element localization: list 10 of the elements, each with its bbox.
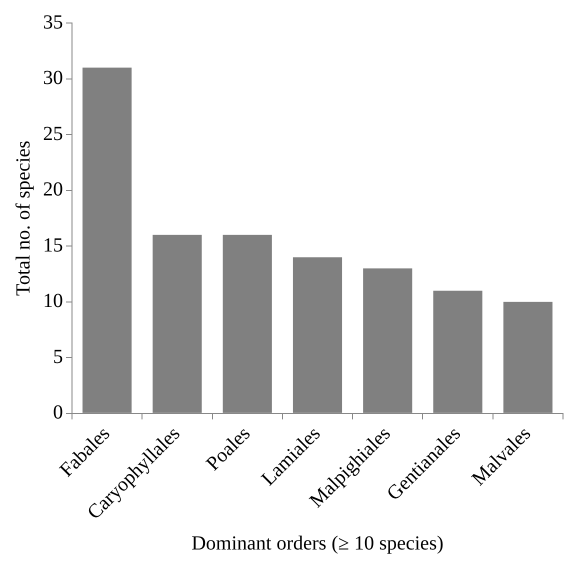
x-axis-title: Dominant orders (≥ 10 species) xyxy=(191,532,444,554)
y-axis-title: Total no. of species xyxy=(12,140,34,296)
y-tick-label: 10 xyxy=(43,290,63,312)
y-tick-label: 5 xyxy=(53,346,63,368)
y-tick-label: 30 xyxy=(43,67,63,90)
y-tick-label: 20 xyxy=(43,178,63,201)
y-tick-label: 25 xyxy=(43,122,63,145)
y-tick-label: 0 xyxy=(53,402,63,424)
y-tick-label: 35 xyxy=(43,11,63,34)
y-tick-label: 15 xyxy=(43,234,63,256)
